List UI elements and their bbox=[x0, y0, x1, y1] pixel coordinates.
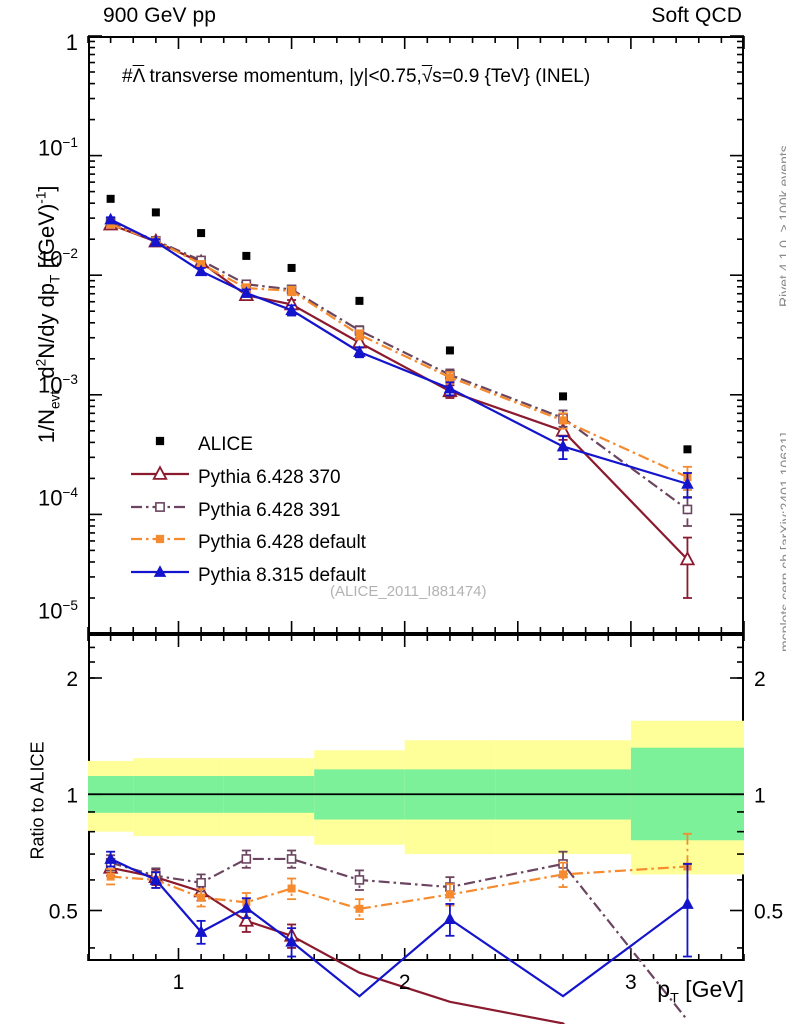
ratio-marker-pythia-8-315-default bbox=[285, 934, 298, 947]
legend-marker-2 bbox=[155, 502, 165, 512]
ratio-marker-pythia-6-428-default bbox=[197, 893, 206, 902]
legend-marker-1 bbox=[152, 465, 168, 480]
legend-marker-4 bbox=[153, 565, 167, 577]
legend-label-4: Pythia 8.315 default bbox=[198, 565, 366, 586]
main-marker-alice bbox=[197, 229, 206, 238]
main-marker-pythia-6-428-370 bbox=[679, 550, 696, 566]
x-tick-label: 2 bbox=[399, 971, 411, 994]
main-marker-pythia-6-428-391 bbox=[682, 504, 693, 515]
ratio-line-pythia-6-428-default bbox=[110, 865, 688, 910]
header-right-label: Soft QCD bbox=[651, 4, 742, 27]
legend-label-2: Pythia 6.428 391 bbox=[198, 500, 341, 521]
ratio-marker-pythia-8-315-default bbox=[194, 925, 208, 937]
main-marker-alice bbox=[559, 392, 568, 401]
main-plot-title: #Λ transverse momentum, |y|<0.75,√s=0.9 … bbox=[122, 66, 591, 87]
main-marker-pythia-6-428-default bbox=[559, 416, 568, 425]
ratio-ytick-label-right: 0.5 bbox=[754, 901, 783, 924]
ratio-marker-pythia-8-315-default bbox=[149, 873, 163, 885]
main-marker-alice bbox=[242, 251, 251, 260]
ratio-marker-pythia-8-315-default bbox=[104, 852, 117, 864]
legend-marker-3 bbox=[155, 534, 165, 544]
legend-label-0: ALICE bbox=[198, 434, 253, 455]
main-marker-pythia-8-315-default bbox=[240, 286, 253, 298]
ratio-marker-pythia-8-315-default bbox=[681, 897, 694, 909]
x-axis-title: pT [GeV] bbox=[657, 976, 744, 1007]
main-ytick-1: 10−1 bbox=[37, 135, 78, 161]
main-marker-pythia-6-428-default bbox=[197, 260, 206, 269]
ratio-marker-pythia-8-315-default bbox=[240, 901, 253, 913]
ratio-marker-pythia-6-428-391 bbox=[286, 854, 297, 864]
ratio-ytick-label: 1 bbox=[66, 784, 78, 807]
main-marker-pythia-8-315-default bbox=[556, 439, 570, 452]
ratio-marker-pythia-6-428-default bbox=[355, 904, 364, 913]
ratio-marker-pythia-8-315-default bbox=[443, 912, 457, 924]
ratio-marker-pythia-6-428-391 bbox=[241, 854, 252, 864]
main-marker-pythia-8-315-default bbox=[285, 303, 298, 316]
legend-marker-0 bbox=[155, 436, 165, 446]
main-plot-panel bbox=[88, 36, 744, 634]
ratio-marker-pythia-6-428-default bbox=[106, 872, 115, 881]
main-marker-pythia-8-315-default bbox=[353, 345, 366, 357]
main-marker-pythia-8-315-default bbox=[149, 235, 163, 247]
main-marker-pythia-6-428-default bbox=[445, 373, 454, 382]
ratio-marker-pythia-6-428-391 bbox=[196, 877, 206, 888]
legend-label-1: Pythia 6.428 370 bbox=[198, 467, 341, 488]
ratio-ytick-label-right: 1 bbox=[754, 784, 766, 807]
main-marker-alice bbox=[355, 296, 364, 305]
main-marker-pythia-8-315-default bbox=[194, 264, 208, 277]
ratio-marker-pythia-6-428-391 bbox=[354, 875, 365, 885]
main-ytick-3: 10−3 bbox=[37, 372, 78, 398]
ratio-marker-pythia-6-428-default bbox=[287, 884, 296, 893]
ratio-ytick-label: 2 bbox=[66, 668, 78, 691]
ratio-y-axis-title: Ratio to ALICE bbox=[27, 741, 48, 860]
ratio-marker-pythia-6-428-default bbox=[559, 870, 568, 879]
main-marker-pythia-6-428-default bbox=[355, 330, 364, 339]
sidenote-rivet: Rivet 4.1.0, ≥ 100k events bbox=[776, 145, 786, 307]
main-marker-alice bbox=[106, 194, 115, 203]
ratio-marker-pythia-6-428-370 bbox=[238, 912, 255, 927]
main-marker-pythia-8-315-default bbox=[443, 381, 457, 394]
ratio-ytick-label-right: 2 bbox=[754, 668, 766, 691]
analysis-watermark: (ALICE_2011_I881474) bbox=[330, 583, 487, 600]
main-marker-alice bbox=[683, 445, 692, 454]
main-marker-alice bbox=[151, 208, 160, 217]
main-marker-alice bbox=[445, 346, 454, 355]
x-tick-label: 1 bbox=[173, 971, 185, 994]
main-ytick-5: 10−5 bbox=[37, 598, 78, 624]
main-ytick-0: 1 bbox=[65, 30, 78, 55]
header-left-label: 900 GeV pp bbox=[103, 4, 217, 27]
main-marker-pythia-8-315-default bbox=[681, 477, 694, 489]
x-tick-label: 3 bbox=[625, 971, 637, 994]
main-ytick-4: 10−4 bbox=[37, 485, 78, 511]
main-marker-alice bbox=[287, 263, 296, 272]
legend-label-3: Pythia 6.428 default bbox=[198, 532, 366, 553]
main-ytick-2: 10−2 bbox=[37, 246, 78, 272]
main-marker-pythia-6-428-default bbox=[287, 286, 296, 295]
ratio-marker-pythia-6-428-default bbox=[445, 890, 454, 899]
main-marker-pythia-8-315-default bbox=[104, 212, 117, 225]
ratio-ytick-label: 0.5 bbox=[49, 901, 78, 924]
sidenote-mcplots: mcplots.cern.ch [arXiv:2401.10621] bbox=[777, 432, 786, 652]
